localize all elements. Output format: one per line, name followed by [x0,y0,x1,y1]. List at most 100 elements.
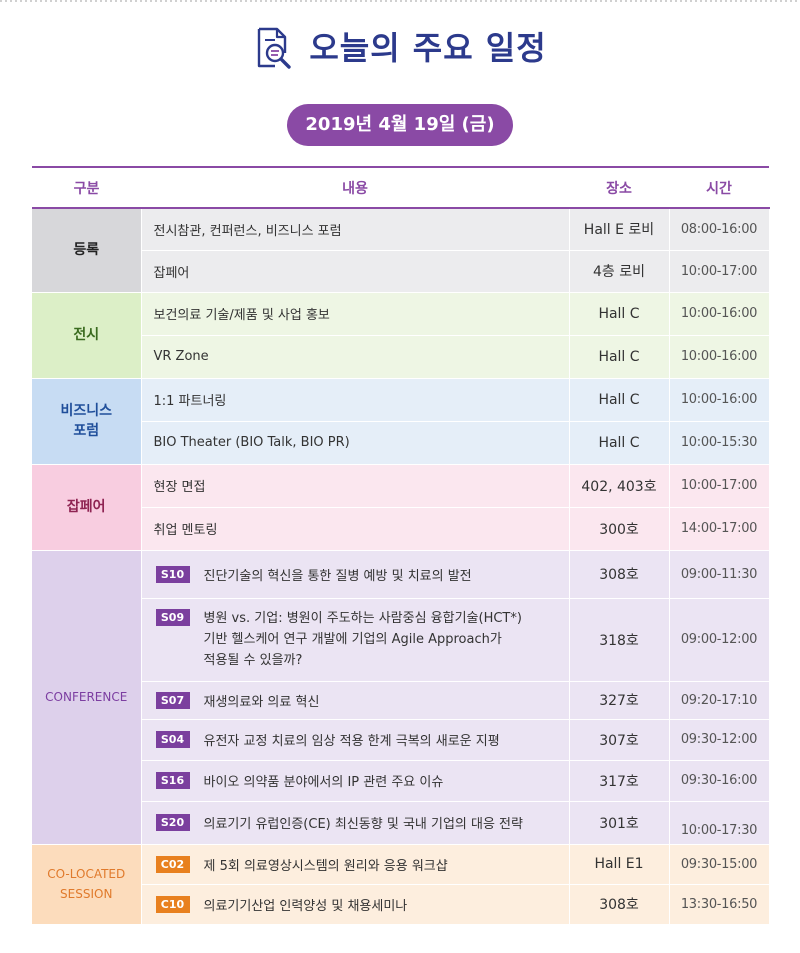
row-content: 보건의료 기술/제품 및 사업 홍보 [141,292,570,336]
row-content: C10 의료기기산업 인력양성 및 채용세미나 [141,884,570,925]
header-time: 시간 [669,166,769,209]
table-row: S20 의료기기 유럽인증(CE) 최신동향 및 국내 기업의 대응 전략 30… [32,801,770,845]
row-content: 잡페어 [141,250,570,293]
session-title-line: 기반 헬스케어 연구 개발에 기업의 Agile Approach가 [203,632,502,647]
session-code-badge: S04 [155,731,190,748]
row-place: 317호 [569,760,670,802]
row-place: 4층 로비 [569,250,670,293]
row-time: 09:00-11:30 [669,550,770,599]
table-row: 비즈니스 포럼 1:1 파트너링 Hall C 10:00-16:00 [32,378,770,465]
category-conference: CONFERENCE [32,550,142,845]
session-title: 제 5회 의료영상시스템의 원리와 응용 워크샵 [203,858,448,874]
row-time: 09:30-12:00 [669,719,770,761]
session-entry: S20 의료기기 유럽인증(CE) 최신동향 및 국내 기업의 대응 전략 [154,813,569,832]
row-time: 10:00-15:30 [669,421,770,465]
row-place: 318호 [569,598,670,682]
row-place: 308호 [569,884,670,925]
row-time: 10:00-17:00 [669,250,770,293]
row-time: 13:30-16:50 [669,884,770,925]
row-content: S16 바이오 의약품 분야에서의 IP 관련 주요 이슈 [141,760,570,802]
top-dotted-border [0,0,800,2]
session-title: 의료기기 유럽인증(CE) 최신동향 및 국내 기업의 대응 전략 [203,817,523,832]
row-place: 327호 [569,681,670,720]
table-row: 등록 전시참관, 컨퍼런스, 비즈니스 포럼 Hall E 로비 08:00-1… [32,208,770,293]
session-title: 의료기기산업 인력양성 및 채용세미나 [203,898,408,914]
session-title-line: 적용될 수 있을까? [203,653,303,668]
row-content: S04 유전자 교정 치료의 임상 적용 한계 극복의 새로운 지평 [141,719,570,761]
row-place: Hall C [569,378,670,422]
row-time: 10:00-16:00 [669,378,770,422]
row-content: 1:1 파트너링 [141,378,570,422]
session-entry: C02 제 5회 의료영상시스템의 원리와 응용 워크샵 [154,855,569,874]
category-business-forum: 비즈니스 포럼 [32,378,142,465]
category-line: 포럼 [73,423,100,439]
row-content: C02 제 5회 의료영상시스템의 원리와 응용 워크샵 [141,844,570,885]
session-entry: S04 유전자 교정 치료의 임상 적용 한계 극복의 새로운 지평 [154,730,569,749]
schedule-table: 구분 내용 장소 시간 등록 전시참관, 컨퍼런스, 비즈니스 포럼 Hall … [32,166,770,925]
row-time: 10:00-16:00 [669,292,770,336]
page-title: 오늘의 주요 일정 [309,29,547,67]
table-row: S16 바이오 의약품 분야에서의 IP 관련 주요 이슈 317호 09:30… [32,760,770,802]
category-co-located-session: CO-LOCATED SESSION [32,844,142,925]
table-row: S04 유전자 교정 치료의 임상 적용 한계 극복의 새로운 지평 307호 … [32,719,770,761]
document-search-icon [258,27,292,69]
header-place: 장소 [569,166,669,209]
category-registration: 등록 [32,208,142,293]
row-place: Hall C [569,421,670,465]
row-time: 09:30-16:00 [669,760,770,802]
row-place: Hall C [569,335,670,379]
table-row: CONFERENCE S10 진단기술의 혁신을 통한 질병 예방 및 치료의 … [32,550,770,845]
session-entry: S09 병원 vs. 기업: 병원이 주도하는 사람중심 융합기술(HCT*) … [154,608,569,671]
session-title: 재생의료와 의료 혁신 [203,694,320,710]
category-job-fair: 잡페어 [32,464,142,551]
row-content: S09 병원 vs. 기업: 병원이 주도하는 사람중심 융합기술(HCT*) … [141,598,570,682]
row-content: BIO Theater (BIO Talk, BIO PR) [141,421,570,465]
table-row: C10 의료기기산업 인력양성 및 채용세미나 308호 13:30-16:50 [32,884,770,925]
row-content: 현장 면접 [141,464,570,508]
row-time: 09:00-12:00 [669,598,770,682]
row-time: 09:30-15:00 [669,844,770,885]
table-row: VR Zone Hall C 10:00-16:00 [32,335,770,379]
row-place: 308호 [569,550,670,599]
row-place: Hall C [569,292,670,336]
row-place: 301호 [569,801,670,845]
category-line: 비즈니스 [60,403,113,419]
table-row: 전시 보건의료 기술/제품 및 사업 홍보 Hall C 10:00-16:00 [32,292,770,379]
row-place: Hall E1 [569,844,670,885]
session-code-badge: S20 [155,814,190,831]
row-content: S20 의료기기 유럽인증(CE) 최신동향 및 국내 기업의 대응 전략 [141,801,570,845]
session-code-badge: S16 [155,772,190,789]
page-header: 오늘의 주요 일정 [0,26,800,70]
session-code-badge: S07 [155,691,190,709]
session-entry: S07 재생의료와 의료 혁신 [154,691,569,710]
category-line: CO-LOCATED [47,867,126,881]
session-entry: S10 진단기술의 혁신을 통한 질병 예방 및 치료의 발전 [154,565,569,584]
row-time: 14:00-17:00 [669,507,770,551]
table-row: CO-LOCATED SESSION C02 제 5회 의료영상시스템의 원리와… [32,844,770,925]
row-content: 취업 멘토링 [141,507,570,551]
row-time: 08:00-16:00 [669,208,770,251]
date-badge: 2019년 4월 19일 (금) [287,104,513,146]
row-time: 10:00-17:30 [669,801,770,845]
category-exhibition: 전시 [32,292,142,379]
row-time: 10:00-17:00 [669,464,770,508]
table-row: BIO Theater (BIO Talk, BIO PR) Hall C 10… [32,421,770,465]
table-row: S07 재생의료와 의료 혁신 327호 09:20-17:10 [32,681,770,720]
table-row: 잡페어 4층 로비 10:00-17:00 [32,250,770,293]
session-title: 진단기술의 혁신을 통한 질병 예방 및 치료의 발전 [203,568,472,584]
row-time: 09:20-17:10 [669,681,770,720]
session-code-badge: C02 [155,855,190,873]
session-title: 바이오 의약품 분야에서의 IP 관련 주요 이슈 [203,775,444,790]
session-entry: C10 의료기기산업 인력양성 및 채용세미나 [154,895,569,914]
row-content: 전시참관, 컨퍼런스, 비즈니스 포럼 [141,208,570,251]
row-content: S10 진단기술의 혁신을 통한 질병 예방 및 치료의 발전 [141,550,570,599]
row-place: 307호 [569,719,670,761]
session-code-badge: S09 [155,609,190,626]
row-place: Hall E 로비 [569,208,670,251]
row-content: S07 재생의료와 의료 혁신 [141,681,570,720]
table-header-row: 구분 내용 장소 시간 [32,166,769,209]
row-time: 10:00-16:00 [669,335,770,379]
row-content: VR Zone [141,335,570,379]
session-title-multiline: 병원 vs. 기업: 병원이 주도하는 사람중심 융합기술(HCT*) 기반 헬… [204,608,522,671]
session-code-badge: S10 [155,565,190,583]
